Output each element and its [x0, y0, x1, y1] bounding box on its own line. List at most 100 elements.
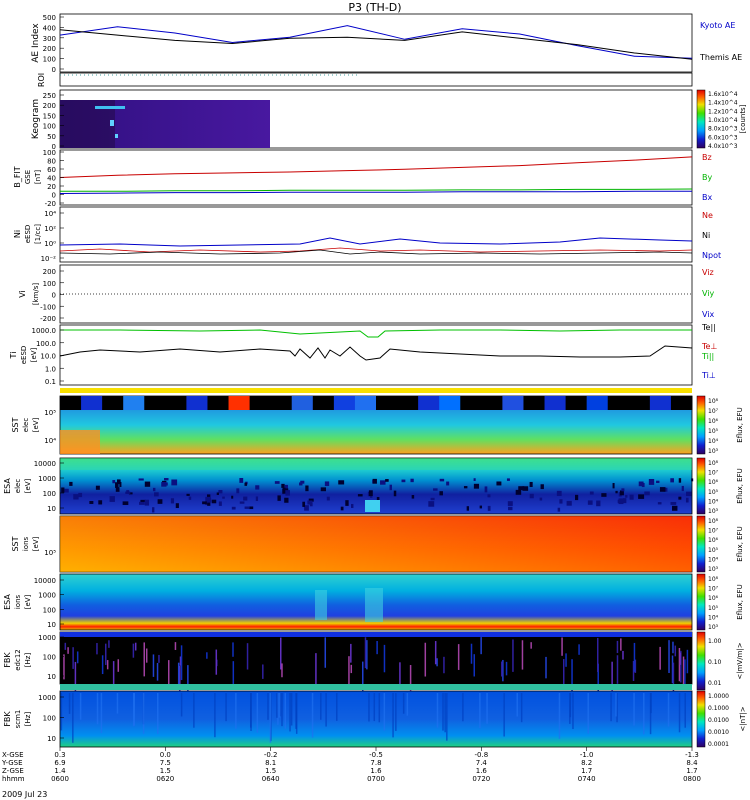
xaxis-tick-label: 0.3	[54, 751, 65, 759]
keogram-colorbar	[696, 89, 706, 149]
fbk-b-ytick: 1000	[38, 694, 56, 702]
fbk-b-streak	[436, 693, 439, 728]
xaxis-tick-label: -0.5	[369, 751, 383, 759]
fbk-e-streak	[434, 641, 437, 665]
esa-e-noise	[518, 486, 525, 491]
fbk-b-streak	[320, 693, 322, 720]
mode-bar	[60, 388, 692, 393]
fbk-b-cbar-tick: 1.0000	[708, 693, 729, 700]
sst-e-block	[228, 396, 251, 410]
esa-e-noise	[211, 499, 217, 504]
esa-e-noise	[202, 501, 207, 505]
density-ylabel-inst: eESD	[24, 225, 32, 244]
esa-e-noise	[515, 489, 522, 495]
fbk-b-cbar-tick: 0.0100	[708, 717, 729, 724]
fbk-e-streak	[620, 638, 622, 651]
esa-e-noise	[144, 481, 151, 487]
fbk-e-streak	[281, 663, 283, 678]
fbk-e-streak	[672, 662, 675, 694]
fbk-b-streak	[225, 693, 227, 722]
xaxis-tick-label: 1.7	[686, 767, 697, 775]
xaxis-tick-label: 1.7	[581, 767, 592, 775]
esa-e-noise	[116, 479, 121, 485]
esa-e-noise	[411, 495, 415, 499]
fbk-e-streak	[232, 661, 235, 684]
esa-e-noise	[175, 503, 179, 509]
fbk-e-streak	[512, 639, 514, 672]
sst-e-block	[354, 396, 377, 410]
density-ytick: 10⁴	[44, 210, 56, 218]
temperature-ylabel-inst: eESD	[20, 346, 28, 365]
esa-e-noise	[274, 481, 280, 484]
ae-ytick: 500	[43, 14, 56, 22]
esa-e-noise	[507, 501, 513, 506]
fbk-b-streak	[116, 693, 119, 714]
sst-e-block	[60, 396, 82, 410]
fbk-e-streak	[206, 652, 208, 659]
sst-e-block	[628, 396, 651, 410]
ae-ytick: 200	[43, 45, 56, 53]
fbk-b-streak	[587, 693, 589, 734]
sst-e-block	[144, 396, 166, 410]
esa-e-noise	[556, 490, 562, 496]
velocity-ylabel-unit: [km/s]	[32, 283, 40, 306]
esa-e-noise	[218, 501, 222, 506]
esa-e-noise	[686, 491, 692, 497]
esa-e-noise	[302, 501, 306, 507]
fbk-e-streak	[280, 637, 282, 670]
esa-e-noise	[663, 487, 668, 492]
esa-e-noise	[125, 491, 131, 494]
fbk-b-streak	[79, 693, 82, 720]
esa-e-ylabel-species: elec	[14, 479, 22, 494]
fbk-e-streak	[362, 661, 364, 696]
eflux-cbar-tick: 10⁴	[708, 614, 719, 621]
esa-e-noise	[216, 492, 219, 495]
xaxis-tick-label: 1.4	[54, 767, 66, 775]
fbk-e-streak	[215, 649, 218, 675]
keogram-panel: Keogram 250 200 150 100 50 0 1.6x10^4 1.4x10^4…	[31, 89, 747, 151]
bfield-ytick: 0	[52, 192, 56, 200]
series-kyoto-ae	[59, 25, 693, 59]
esa-e-noise	[222, 496, 225, 499]
fbk-b-streak	[383, 693, 386, 731]
sst-e-block	[523, 396, 546, 410]
time-axis: X-GSEY-GSEZ-GSEhhmm0.36.91.406000.07.51.…	[1, 747, 701, 783]
fbk-b-streak	[650, 693, 652, 714]
fbk-e-streak	[457, 644, 460, 670]
esa-e-noise	[345, 500, 349, 506]
fbk-b-streak	[96, 693, 99, 725]
fbk-e-streak	[152, 654, 155, 677]
esa-e-noise	[115, 487, 120, 492]
fbk-b-streak	[633, 693, 635, 726]
esa-e-noise	[670, 478, 674, 483]
esa-e-noise	[466, 506, 470, 511]
bfield-ytick: 80	[47, 158, 56, 166]
esa-e-noise	[638, 481, 644, 487]
esa-e-noise	[484, 486, 488, 493]
fbk-e-streak	[632, 661, 635, 681]
fbk-b-streak	[616, 693, 618, 723]
fbk-e-streak	[106, 660, 109, 670]
velocity-ytick: -200	[40, 315, 56, 323]
fbk-e-streak	[348, 656, 350, 690]
fbk-e-streak	[597, 663, 599, 693]
eflux-colorbar	[696, 515, 706, 573]
xaxis-tick-label: -1.3	[685, 751, 699, 759]
xaxis-tick-label: 0740	[578, 775, 596, 783]
fbk-b-streak	[284, 693, 287, 729]
fbk-e-streak	[473, 654, 475, 677]
esa-e-noise	[508, 506, 513, 511]
esa-e-noise	[164, 478, 169, 481]
fbk-e-streak	[571, 659, 573, 694]
esa-e-ylabel-unit: [eV]	[24, 478, 32, 493]
plot-title: P3 (TH-D)	[348, 1, 401, 14]
keogram-cbar-tick: 1.0x10^4	[708, 117, 738, 124]
fbk-b-streak	[486, 693, 488, 724]
fbk-e-streak	[399, 662, 401, 687]
sst-e-ylabel-unit: [eV]	[32, 417, 40, 432]
eflux-cbar-tick: 10⁴	[708, 438, 719, 445]
fbk-e-streak	[684, 659, 686, 687]
eflux-cbar-label: Eflux, EFU	[736, 407, 744, 442]
fbk-b-streak	[100, 693, 103, 734]
fbk-b-streak	[277, 693, 279, 725]
